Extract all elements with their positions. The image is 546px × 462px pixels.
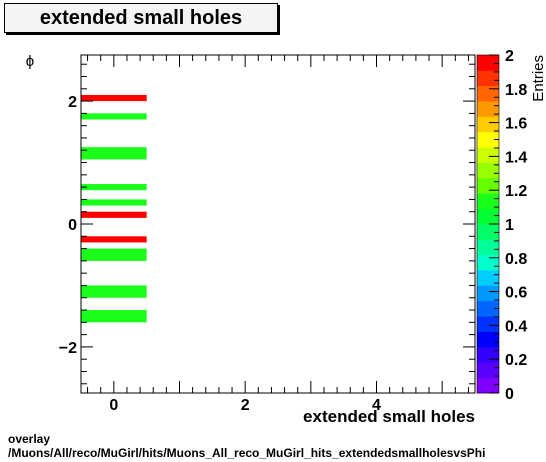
z-tick-label: 1: [505, 217, 514, 234]
title-box: extended small holes: [4, 3, 278, 33]
y-axis-label: ϕ: [26, 53, 34, 70]
color-scale-band: [477, 224, 499, 240]
z-tick-label: 0.2: [505, 352, 527, 369]
color-scale-band: [477, 254, 499, 271]
heatmap-cell: [81, 211, 147, 218]
z-tick-label: 0.4: [505, 318, 527, 335]
color-scale-band: [477, 377, 499, 394]
z-tick-label: 1.8: [505, 82, 527, 99]
color-scale-band: [477, 362, 499, 379]
z-tick-label: 1.4: [505, 149, 527, 166]
heatmap-cell: [81, 236, 147, 243]
heatmap-cell: [81, 184, 147, 191]
x-axis-label: extended small holes: [303, 407, 475, 426]
z-tick-label: 0.6: [505, 285, 527, 302]
heatmap-cell: [81, 147, 147, 160]
x-tick-label: 0: [109, 397, 118, 414]
y-axis-ticks: −2 0 2: [59, 63, 475, 385]
y-tick-label: 2: [68, 94, 77, 111]
color-scale-band: [477, 331, 499, 348]
color-scale-ticks: 0 0.2 0.4 0.6 0.8 1 1.2 1.4 1.6 1.8 2: [489, 48, 527, 403]
z-tick-label: 0.8: [505, 251, 527, 268]
heatmap-cell: [81, 285, 147, 298]
y-tick-label: 0: [68, 217, 77, 234]
color-scale-band: [477, 162, 499, 179]
color-scale-band: [477, 300, 499, 317]
color-scale-band: [477, 208, 499, 225]
z-tick-label: 0: [505, 386, 514, 403]
heatmap-cell: [81, 310, 147, 323]
heatmap-cell: [81, 248, 147, 261]
color-scale-label: Entries: [530, 55, 546, 102]
color-scale-band: [477, 55, 499, 71]
z-tick-label: 1.6: [505, 116, 527, 133]
heatmap-cells: [81, 94, 147, 323]
footer-line-1: overlay: [8, 432, 51, 446]
color-scale-band: [477, 239, 499, 256]
color-scale-band: [477, 177, 499, 194]
color-scale-band: [477, 270, 499, 286]
y-tick-label: −2: [59, 340, 77, 357]
color-scale-band: [477, 131, 499, 148]
chart-title: extended small holes: [39, 6, 243, 29]
heatmap-cell: [81, 113, 147, 120]
z-tick-label: 2: [505, 48, 514, 65]
color-scale-band: [477, 101, 499, 117]
color-scale-band: [477, 70, 499, 87]
heatmap-cell: [81, 94, 147, 102]
color-scale-band: [477, 147, 499, 163]
color-scale-band: [477, 85, 499, 102]
color-scale-band: [477, 316, 499, 332]
color-scale-band: [477, 193, 499, 210]
color-scale-band: [477, 116, 499, 133]
color-scale-band: [477, 285, 499, 302]
heatmap-cell: [81, 199, 147, 206]
x-axis-ticks: 0 2 4: [87, 55, 469, 414]
plot-frame: [80, 54, 476, 394]
z-tick-label: 1.2: [505, 183, 527, 200]
x-tick-label: 4: [372, 397, 381, 414]
footer-line-2: /Muons/All/reco/MuGirl/hits/Muons_All_re…: [8, 446, 486, 460]
x-tick-label: 2: [241, 397, 250, 414]
color-scale-band: [477, 346, 499, 363]
